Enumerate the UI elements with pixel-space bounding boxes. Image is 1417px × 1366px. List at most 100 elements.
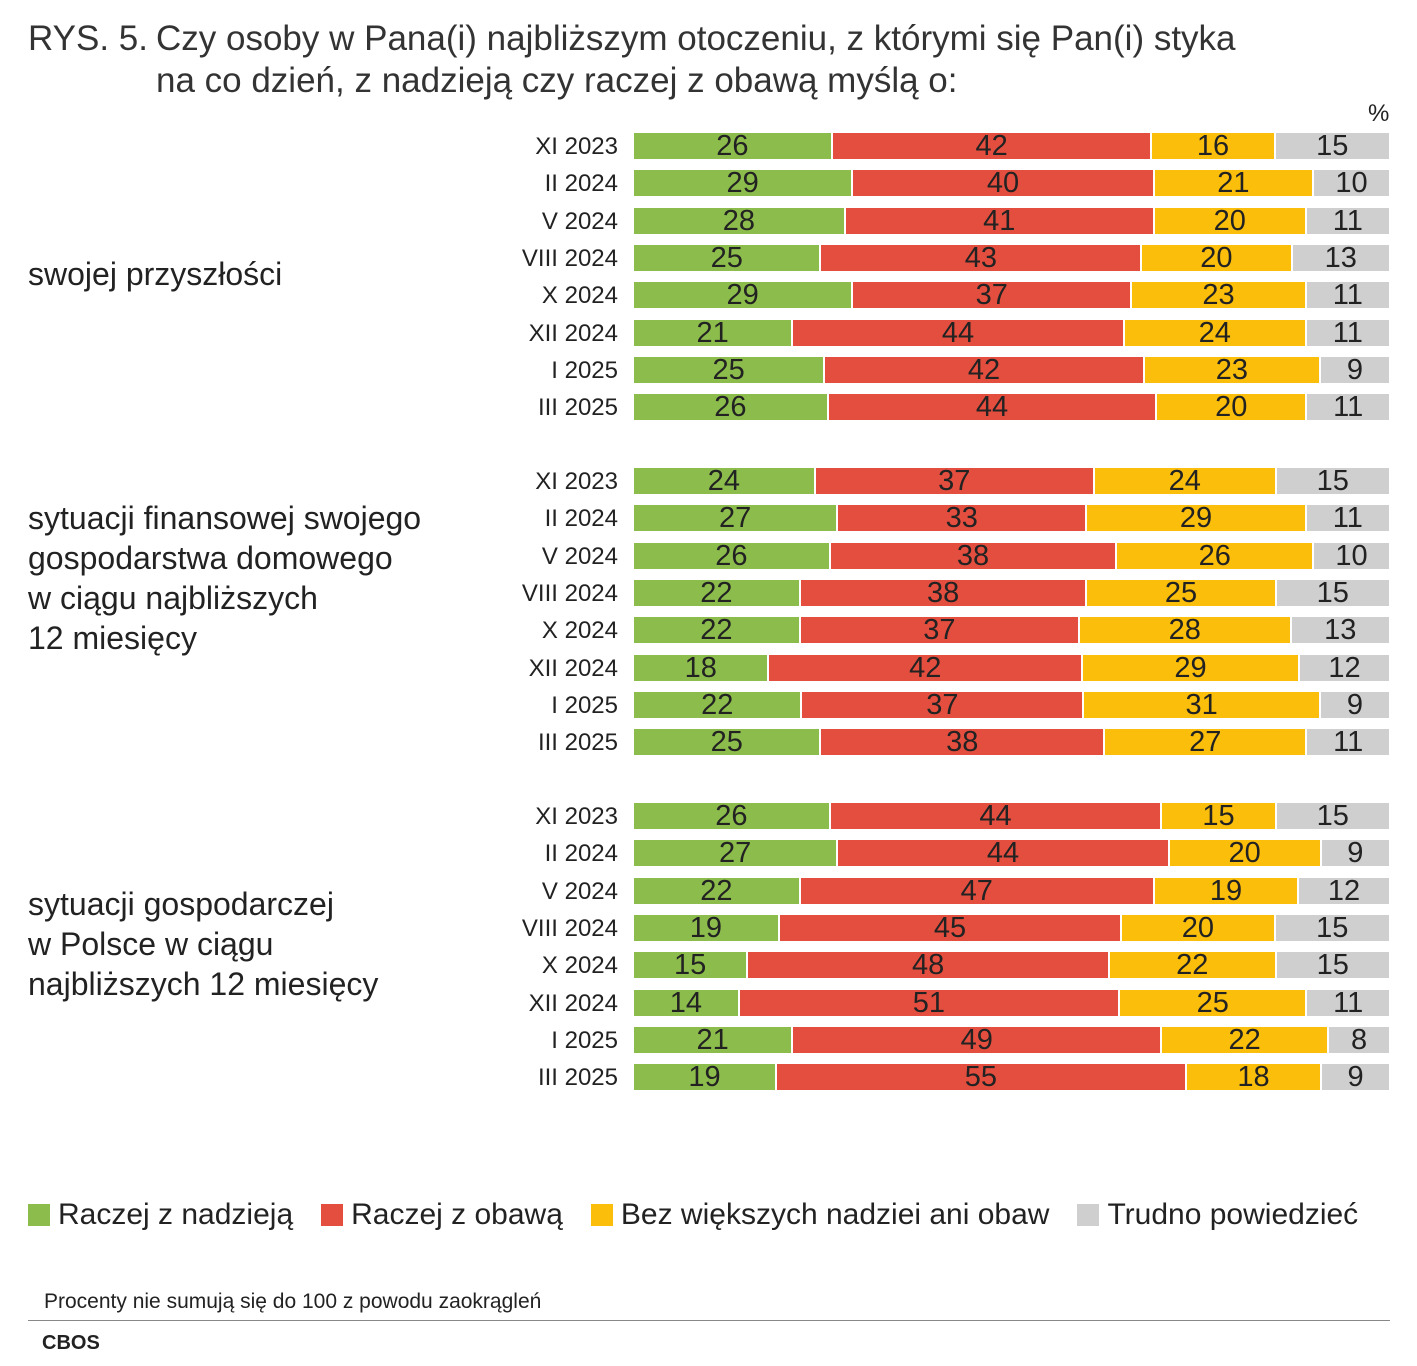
row-label: X 2024 xyxy=(541,617,618,645)
group-label-line: najbliższych 12 miesięcy xyxy=(28,966,379,1002)
bar-segment-neutral: 26 xyxy=(1117,541,1313,570)
bar-segment-fear: 42 xyxy=(832,132,1151,161)
bar-segment-dont-know: 9 xyxy=(1320,690,1389,719)
row-label: XII 2024 xyxy=(528,654,618,682)
bar-segment-neutral: 25 xyxy=(1120,988,1306,1017)
bar-segment-hope: 18 xyxy=(634,653,768,682)
legend-label-hope: Raczej z nadzieją xyxy=(58,1198,294,1231)
bar-segment-dont-know: 11 xyxy=(1307,393,1389,422)
group-label-2: sytuacji finansowej swojego gospodarstwa … xyxy=(28,498,478,658)
group-label-1: swojej przyszłości xyxy=(28,254,478,294)
bar-segment-hope: 26 xyxy=(634,132,831,161)
bar-segment-neutral: 20 xyxy=(1169,839,1320,868)
bar-segment-hope: 14 xyxy=(634,988,738,1017)
bar-segment-hope: 29 xyxy=(634,169,852,198)
bar-segment-hope: 27 xyxy=(634,839,837,868)
row-label: I 2025 xyxy=(551,1026,618,1054)
bar-segment-neutral: 23 xyxy=(1132,281,1305,310)
unit-label: % xyxy=(1368,100,1390,127)
legend-item-dont-know: Trudno powiedzieć xyxy=(1077,1198,1358,1232)
group-label-line: sytuacji finansowej swojego xyxy=(28,500,422,536)
group-label-line: gospodarstwa domowego xyxy=(28,540,393,576)
legend-swatch-dont-know xyxy=(1077,1204,1100,1226)
bar-segment-fear: 38 xyxy=(830,541,1116,570)
bar-segment-dont-know: 8 xyxy=(1329,1025,1389,1054)
row-label: X 2024 xyxy=(541,952,618,980)
bar-segment-dont-know: 13 xyxy=(1292,243,1389,272)
bar-segment-neutral: 22 xyxy=(1162,1025,1328,1054)
bar-segment-fear: 37 xyxy=(802,690,1083,719)
bar-segment-dont-know: 11 xyxy=(1306,206,1389,235)
bar-segment-hope: 24 xyxy=(634,467,814,496)
bar-segment-dont-know: 11 xyxy=(1307,988,1389,1017)
group-label-line: swojej przyszłości xyxy=(28,256,283,292)
bar-segment-hope: 19 xyxy=(634,913,778,942)
row-label: I 2025 xyxy=(551,356,618,384)
bar-segment-dont-know: 10 xyxy=(1314,541,1389,570)
bar-segment-dont-know: 11 xyxy=(1306,281,1389,310)
legend-item-fear: Raczej z obawą xyxy=(321,1198,563,1232)
bar-segment-dont-know: 15 xyxy=(1276,951,1389,980)
bar-segment-neutral: 27 xyxy=(1105,728,1306,757)
legend-swatch-neutral xyxy=(590,1204,613,1226)
legend-swatch-hope xyxy=(28,1204,50,1226)
group-label-line: sytuacji gospodarczej xyxy=(28,886,334,922)
bar-segment-dont-know: 15 xyxy=(1275,132,1389,161)
bar-segment-dont-know: 9 xyxy=(1320,355,1389,384)
bar-segment-dont-know: 9 xyxy=(1322,1063,1389,1092)
bar-segment-hope: 27 xyxy=(634,504,837,533)
row-label: I 2025 xyxy=(551,691,618,719)
group-label-line: w Polsce w ciągu xyxy=(28,926,274,962)
bar-segment-dont-know: 11 xyxy=(1306,504,1389,533)
footnote: Procenty nie sumują się do 100 z powodu … xyxy=(44,1290,542,1313)
row-label: XII 2024 xyxy=(528,989,618,1017)
row-label: III 2025 xyxy=(537,1064,618,1092)
bar-segment-fear: 48 xyxy=(748,951,1108,980)
legend-item-neutral: Bez większych nadziei ani obaw xyxy=(590,1198,1049,1232)
bar-segment-hope: 21 xyxy=(634,318,792,347)
row-label: III 2025 xyxy=(537,729,618,757)
bar-segment-fear: 51 xyxy=(739,988,1119,1017)
bar-segment-fear: 43 xyxy=(821,243,1141,272)
bar-segment-dont-know: 11 xyxy=(1307,728,1389,757)
bar-segment-neutral: 20 xyxy=(1154,206,1305,235)
row-label: X 2024 xyxy=(541,282,618,310)
row-label: II 2024 xyxy=(544,505,618,533)
row-label: III 2025 xyxy=(537,394,618,422)
bar-segment-neutral: 21 xyxy=(1154,169,1313,198)
bar-segment-dont-know: 13 xyxy=(1291,616,1389,645)
bar-segment-fear: 44 xyxy=(838,839,1168,868)
row-label: II 2024 xyxy=(544,840,618,868)
row-label: V 2024 xyxy=(541,542,618,570)
bar-segment-neutral: 15 xyxy=(1162,802,1275,831)
group-label-line: 12 miesięcy xyxy=(28,620,197,656)
bar-segment-hope: 25 xyxy=(634,243,820,272)
legend: Raczej z nadzieją Raczej z obawą Bez wię… xyxy=(28,1198,1358,1232)
footer-divider xyxy=(28,1320,1390,1321)
bar-segment-fear: 42 xyxy=(769,653,1081,682)
bar-segment-fear: 44 xyxy=(828,393,1156,422)
bar-segment-hope: 22 xyxy=(634,578,799,607)
bar-segment-dont-know: 15 xyxy=(1276,802,1389,831)
bar-segment-neutral: 29 xyxy=(1082,653,1298,682)
bar-segment-fear: 44 xyxy=(830,802,1161,831)
bar-segment-hope: 22 xyxy=(634,616,799,645)
bar-segment-hope: 15 xyxy=(634,951,747,980)
bar-segment-dont-know: 12 xyxy=(1300,653,1389,682)
title-line-1: Czy osoby w Pana(i) najbliższym otoczeni… xyxy=(156,19,1236,58)
bar-segment-hope: 21 xyxy=(634,1025,792,1054)
bar-segment-neutral: 28 xyxy=(1079,616,1290,645)
bar-segment-dont-know: 12 xyxy=(1299,876,1389,905)
bar-segment-dont-know: 10 xyxy=(1314,169,1389,198)
bar-segment-neutral: 22 xyxy=(1109,951,1275,980)
bar-segment-dont-know: 9 xyxy=(1321,839,1389,868)
row-label: XI 2023 xyxy=(535,468,618,495)
row-label: VIII 2024 xyxy=(521,244,618,272)
bar-segment-fear: 33 xyxy=(838,504,1086,533)
bar-segment-hope: 25 xyxy=(634,355,824,384)
bar-segment-hope: 26 xyxy=(634,541,829,570)
row-label: XII 2024 xyxy=(528,319,618,347)
bar-segment-fear: 44 xyxy=(793,318,1123,347)
bar-segment-neutral: 16 xyxy=(1152,132,1274,161)
bar-segment-fear: 40 xyxy=(853,169,1153,198)
